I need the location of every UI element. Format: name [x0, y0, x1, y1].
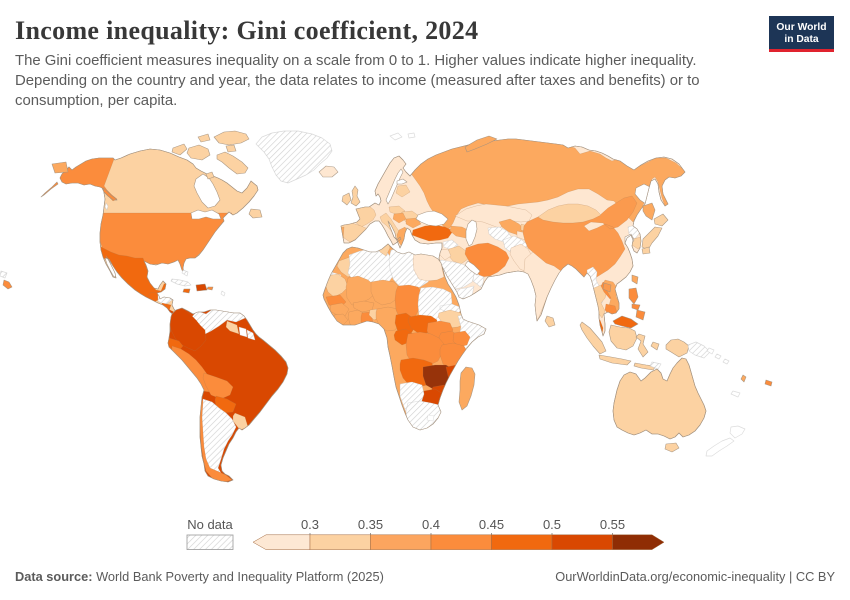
svg-text:0.45: 0.45	[479, 517, 504, 532]
svg-text:0.3: 0.3	[301, 517, 319, 532]
svg-text:0.4: 0.4	[422, 517, 440, 532]
svg-text:0.5: 0.5	[543, 517, 561, 532]
svg-text:No data: No data	[187, 517, 233, 532]
svg-text:0.35: 0.35	[358, 517, 383, 532]
svg-text:0.55: 0.55	[600, 517, 625, 532]
